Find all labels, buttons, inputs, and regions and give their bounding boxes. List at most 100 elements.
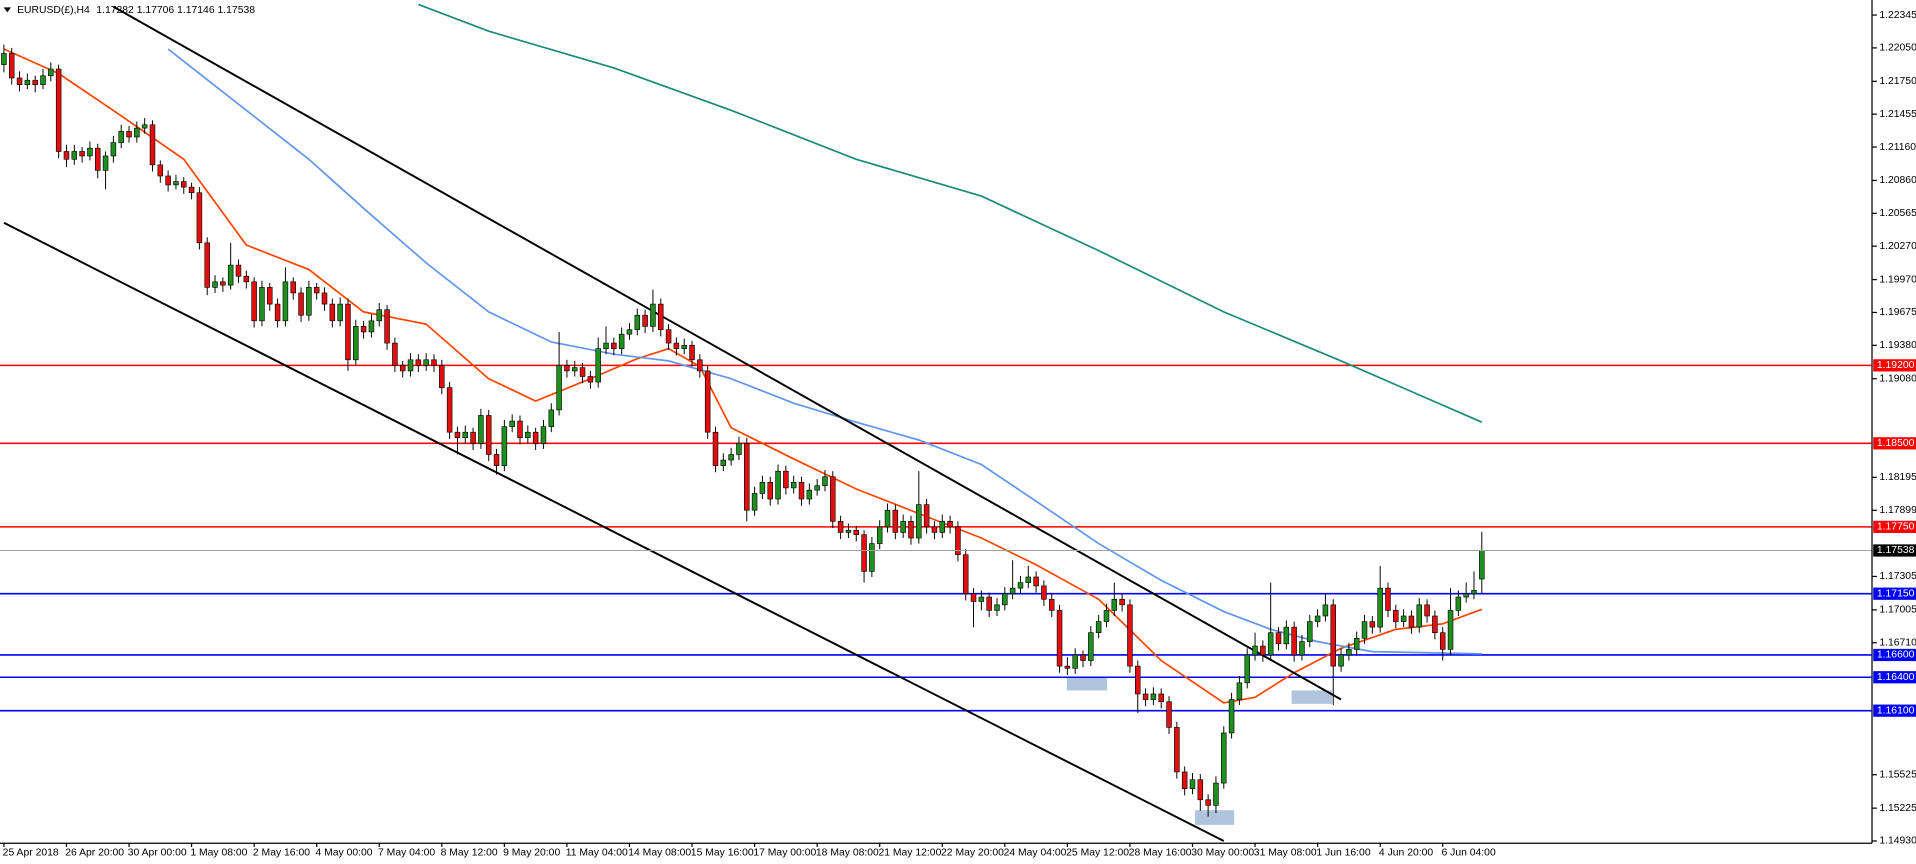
candle-body <box>994 604 1000 611</box>
x-tick-label: 7 May 04:00 <box>378 848 435 859</box>
candle-body <box>783 470 789 489</box>
candle-body <box>392 342 398 366</box>
candle-body <box>118 131 124 143</box>
candle-body <box>204 242 210 288</box>
candle-body <box>1252 645 1258 656</box>
x-tick-label: 1 May 08:00 <box>190 848 247 859</box>
candle-body <box>1447 610 1454 650</box>
y-tick-label: 1.18195 <box>1879 472 1916 483</box>
candle-body <box>1260 645 1266 656</box>
candle-body <box>814 485 820 491</box>
candle-body <box>1361 621 1368 639</box>
candle-body <box>1408 615 1415 628</box>
candle-body <box>1158 693 1164 703</box>
candle-body <box>1228 699 1235 734</box>
candle-body <box>251 281 257 322</box>
candle-body <box>1221 732 1227 784</box>
candle-body <box>634 314 641 331</box>
candle-body <box>71 151 78 160</box>
candle-body <box>1236 682 1243 700</box>
candle-body <box>720 459 727 466</box>
x-tick-label: 25 May 12:00 <box>1066 848 1129 859</box>
x-tick-label: 30 May 00:00 <box>1191 848 1254 859</box>
y-tick-label: 1.22345 <box>1879 10 1916 21</box>
candle-body <box>126 131 132 138</box>
candle-body <box>955 526 961 556</box>
candle-body <box>962 554 969 595</box>
x-tick-label: 22 May 20:00 <box>941 848 1004 859</box>
candle-body <box>274 303 281 322</box>
candle-body <box>1197 779 1204 801</box>
candle-body <box>571 367 578 372</box>
candle-body <box>1346 649 1352 656</box>
candle-body <box>1471 590 1477 595</box>
level-label-box <box>1873 648 1916 662</box>
candle-body <box>587 376 594 383</box>
level-label: 1.16100 <box>1877 705 1915 716</box>
y-tick-label: 1.14930 <box>1879 836 1916 847</box>
x-tick-label: 9 May 20:00 <box>503 848 560 859</box>
candle-body <box>227 264 234 286</box>
y-tick-label: 1.20565 <box>1879 208 1916 219</box>
candle-body <box>892 509 899 533</box>
candle-body <box>540 426 547 444</box>
y-tick-label: 1.20860 <box>1879 175 1916 186</box>
candle-body <box>149 124 156 166</box>
candle-body <box>501 426 508 466</box>
moving-average <box>3 48 1483 704</box>
candle-body <box>368 320 375 333</box>
candle-body <box>173 181 179 186</box>
candle-body <box>415 359 422 366</box>
candle-body <box>1244 654 1250 684</box>
candle-body <box>32 79 38 85</box>
candle-body <box>564 365 570 372</box>
candle-body <box>1111 598 1118 611</box>
candle-body <box>970 593 977 602</box>
candle-body <box>642 314 648 327</box>
candle-body <box>1439 632 1446 650</box>
candle-body <box>1002 593 1008 606</box>
candle-body <box>1416 604 1423 628</box>
candle-body <box>102 155 109 171</box>
y-tick-label: 1.21750 <box>1879 76 1916 87</box>
candle-body <box>1338 654 1344 667</box>
x-tick-label: 18 May 08:00 <box>816 848 879 859</box>
candle-body <box>1072 654 1078 669</box>
candle-body <box>376 309 382 322</box>
candle-body <box>689 345 695 361</box>
candle-body <box>1455 596 1462 611</box>
candle-body <box>439 365 445 388</box>
candle-body <box>736 443 742 455</box>
y-tick-label: 1.15525 <box>1879 769 1916 780</box>
candle-body <box>1377 587 1383 628</box>
candle-body <box>337 303 343 322</box>
candle-body <box>1322 604 1329 617</box>
moving-average <box>167 48 1482 655</box>
candle-body <box>259 287 265 322</box>
y-tick-label: 1.21455 <box>1879 109 1916 120</box>
candle-body <box>751 493 758 511</box>
candle-body <box>1103 610 1110 622</box>
header-low: 1.17146 <box>177 5 215 16</box>
x-tick-label: 2 May 16:00 <box>253 848 310 859</box>
candle-body <box>313 287 320 294</box>
candle-body <box>884 509 891 528</box>
candle-body <box>478 415 484 444</box>
candle-body <box>470 431 476 444</box>
candle-body <box>650 303 656 327</box>
candle-body <box>517 420 523 439</box>
x-tick-label: 28 May 16:00 <box>1129 848 1192 859</box>
candle-body <box>861 534 867 572</box>
candle-body <box>1119 598 1125 606</box>
candle-body <box>16 77 23 85</box>
candle-body <box>665 329 672 344</box>
current-price-box <box>1873 544 1916 557</box>
candle-body <box>181 181 187 188</box>
candle-body <box>282 281 289 322</box>
candle-body <box>1056 610 1063 667</box>
candle-body <box>407 359 414 372</box>
candle-body <box>63 151 70 160</box>
candle-body <box>1088 632 1094 661</box>
header-close: 1.17538 <box>218 5 256 16</box>
candle-body <box>1048 598 1055 611</box>
